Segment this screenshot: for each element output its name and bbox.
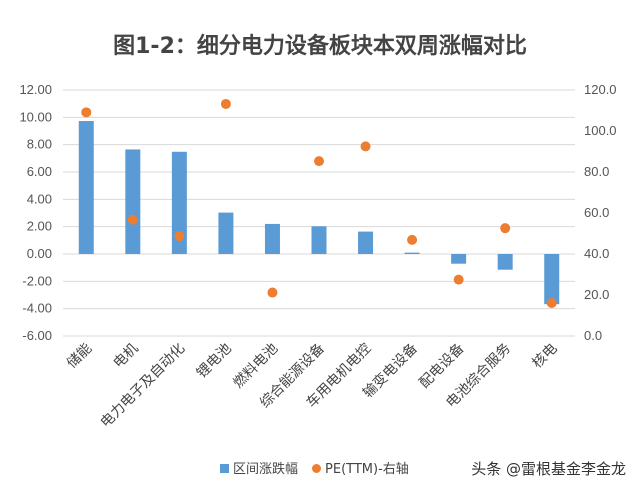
legend-label: PE(TTM)-右轴 xyxy=(325,462,409,477)
y-tick-label: -2.00 xyxy=(22,273,52,288)
bar xyxy=(264,223,280,254)
bar xyxy=(451,254,467,264)
legend-item-scatter: PE(TTM)-右轴 xyxy=(312,458,409,477)
bar xyxy=(544,254,560,305)
x-tick-label: 电力电子及自动化 xyxy=(98,341,189,432)
bar xyxy=(311,226,327,254)
x-tick-label: 电机 xyxy=(111,341,142,372)
y2-tick-label: 100.0 xyxy=(584,123,617,138)
y-tick-label: 12.00 xyxy=(19,82,52,97)
y-tick-label: 2.00 xyxy=(27,219,52,234)
x-tick-label: 核电 xyxy=(529,341,560,372)
scatter-point xyxy=(453,274,464,285)
scatter-point xyxy=(360,141,371,152)
legend-item-bar: 区间涨跌幅 xyxy=(220,458,298,477)
scatter-point xyxy=(407,234,418,245)
scatter-point xyxy=(314,156,324,167)
y-tick-label: 8.00 xyxy=(27,137,52,152)
bar xyxy=(218,212,234,254)
y-tick-label: -4.00 xyxy=(22,301,52,316)
y2-tick-label: 80.0 xyxy=(584,164,609,179)
bar xyxy=(171,151,187,254)
bar-swatch-icon xyxy=(220,464,229,473)
scatter-point xyxy=(174,231,185,242)
y2-tick-label: 40.0 xyxy=(584,246,609,261)
bar xyxy=(78,121,94,254)
scatter-point xyxy=(127,214,138,225)
bar xyxy=(497,254,513,270)
y-tick-label: -6.00 xyxy=(22,328,52,343)
y2-tick-label: 120.0 xyxy=(584,82,617,97)
x-tick-label: 储能 xyxy=(64,341,95,372)
scatter-point xyxy=(81,107,92,118)
watermark: 头条 @雷根基金李金龙 xyxy=(471,460,626,478)
legend: 区间涨跌幅 PE(TTM)-右轴 xyxy=(220,458,409,477)
y-tick-label: 0.00 xyxy=(27,246,52,261)
y2-tick-label: 0.0 xyxy=(584,328,602,343)
y-tick-label: 4.00 xyxy=(27,191,52,206)
chart-title: 图1-2：细分电力设备板块本双周涨幅对比 xyxy=(113,34,527,59)
x-tick-label: 锂电池 xyxy=(194,341,235,382)
scatter-point xyxy=(500,223,511,234)
bar xyxy=(358,231,374,254)
bar xyxy=(125,149,141,254)
scatter-point xyxy=(546,297,557,308)
y2-tick-label: 60.0 xyxy=(584,205,609,220)
scatter-point xyxy=(220,98,231,109)
scatter-point xyxy=(267,287,278,298)
bar xyxy=(404,252,420,254)
y2-tick-label: 20.0 xyxy=(584,287,609,302)
y-tick-label: 10.00 xyxy=(19,109,52,124)
dot-swatch-icon xyxy=(312,464,322,473)
y-tick-label: 6.00 xyxy=(27,164,52,179)
legend-label: 区间涨跌幅 xyxy=(233,462,299,477)
